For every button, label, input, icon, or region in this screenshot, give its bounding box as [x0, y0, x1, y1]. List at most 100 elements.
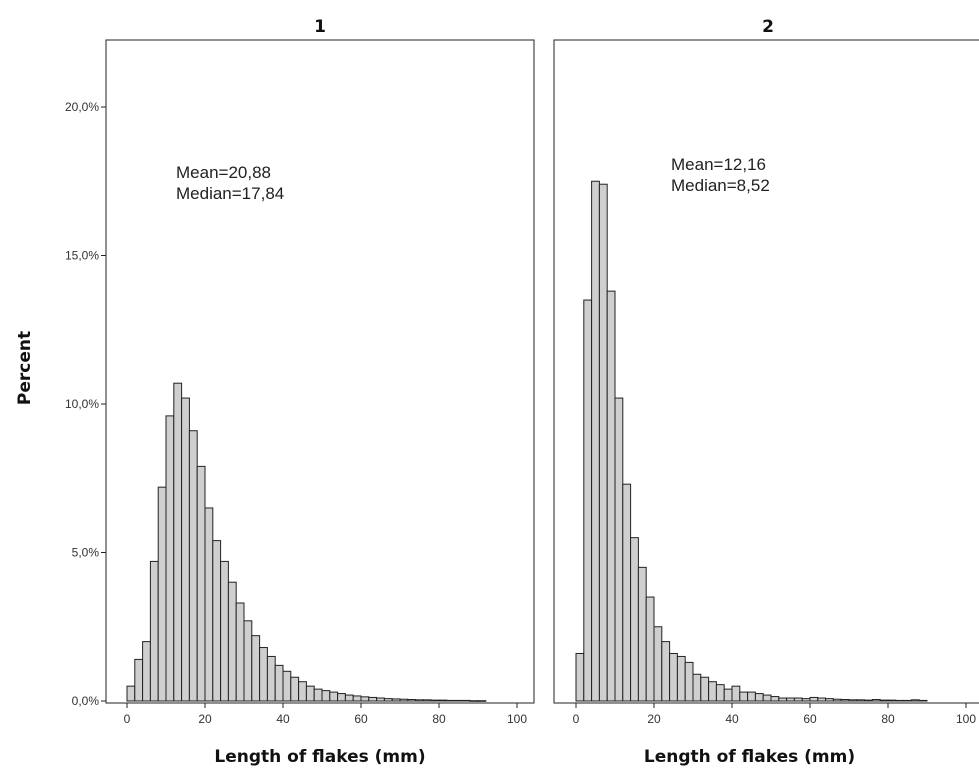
x-tick-label: 0 [124, 712, 131, 726]
histogram-bar [446, 699, 456, 702]
histogram-bar [344, 694, 354, 702]
x-axis-title: Length of flakes (mm) [214, 747, 425, 767]
histogram-bar [645, 596, 655, 702]
y-tick-label: 20,0% [65, 100, 99, 114]
histogram-bar [598, 183, 608, 702]
histogram-bar [274, 664, 284, 702]
histogram-bar [918, 699, 928, 702]
histogram-bar [669, 652, 678, 702]
histogram-bar [298, 681, 307, 702]
histogram-bar [832, 698, 842, 702]
histogram-bar [181, 397, 190, 702]
histogram-bar [887, 699, 897, 702]
histogram-panel-1: 1 0 20 40 60 80 100 Length of flakes (mm) Mean=2… [105, 17, 535, 767]
histogram-bar [630, 537, 639, 702]
histogram-bar [196, 465, 206, 702]
histogram-bar [477, 700, 487, 702]
median-annotation: Median=17,84 [176, 184, 284, 203]
histogram-bar [801, 698, 811, 702]
histogram-bar [368, 696, 378, 702]
histogram-bar [723, 688, 733, 702]
y-tick-label: 15,0% [65, 249, 99, 263]
histogram-bar [438, 699, 448, 702]
histogram-bar [430, 699, 440, 702]
histogram-bar [591, 180, 600, 702]
histogram-bar [848, 699, 858, 702]
histogram-bar [165, 415, 175, 702]
histogram-bar [126, 685, 136, 702]
y-tick-label: 0,0% [72, 694, 100, 708]
histogram-bar [622, 483, 632, 702]
x-tick-label: 0 [573, 712, 580, 726]
histogram-bar [266, 655, 276, 702]
histogram-bar [778, 697, 788, 702]
plot-frame [105, 39, 535, 704]
histogram-bar [856, 699, 866, 702]
histogram-bar [575, 652, 585, 702]
panel-title: 1 [314, 17, 326, 37]
histogram-bar [383, 698, 393, 702]
histogram-bar [259, 647, 268, 702]
x-tick-label: 80 [432, 712, 446, 726]
plot-frame [553, 39, 979, 704]
panel-title: 2 [762, 17, 774, 37]
histogram-bar [809, 696, 819, 702]
histogram-bar [910, 699, 920, 702]
histogram-bar [786, 697, 795, 702]
histogram-bar [391, 698, 401, 702]
histogram-bar [762, 694, 772, 702]
x-tick-label: 80 [881, 712, 895, 726]
histogram-bar [157, 486, 167, 702]
histogram-bar [376, 697, 385, 702]
histogram-bar [692, 673, 702, 702]
mean-annotation: Mean=20,88 [176, 163, 271, 182]
histogram-bar [399, 698, 409, 702]
histogram-bar [337, 693, 346, 702]
median-annotation: Median=8,52 [671, 176, 770, 195]
histogram-bar [864, 699, 873, 702]
x-tick-label: 20 [647, 712, 661, 726]
histogram-bar [614, 397, 624, 702]
x-tick-label: 40 [276, 712, 290, 726]
histogram-bar [415, 699, 424, 702]
histogram-bar [422, 699, 432, 702]
histogram-bar [212, 540, 222, 702]
histogram-bar [715, 684, 725, 702]
y-tick-label: 10,0% [65, 397, 99, 411]
histogram-bar [903, 699, 912, 702]
histogram-bar [407, 699, 417, 702]
x-axis-title: Length of flakes (mm) [644, 747, 855, 767]
histogram-bar [454, 699, 463, 702]
y-axis-title: Percent [15, 331, 35, 405]
histogram-bar [204, 507, 214, 702]
histogram-bar [227, 581, 237, 702]
mean-annotation: Mean=12,16 [671, 155, 766, 174]
x-tick-label: 20 [198, 712, 212, 726]
y-tick-label: 5,0% [72, 546, 100, 560]
histogram-bar [173, 382, 183, 702]
histogram-bar [149, 560, 159, 702]
x-tick-label: 60 [803, 712, 817, 726]
histogram-bar [879, 699, 889, 702]
histogram-bar [661, 641, 671, 702]
histogram-bar [352, 695, 362, 702]
histogram-bar [747, 691, 756, 702]
histogram-bar [708, 681, 717, 702]
histogram-bar [220, 560, 229, 702]
histogram-bar [684, 661, 694, 702]
x-tick-label: 100 [956, 712, 976, 726]
histogram-bar [637, 566, 647, 702]
histogram-bar [754, 693, 764, 702]
histogram-bar [235, 602, 245, 702]
histogram-bar [793, 697, 803, 702]
histogram-bar [653, 626, 663, 702]
histogram-bar [134, 658, 144, 702]
histogram-bar [840, 699, 850, 702]
x-tick-label: 100 [507, 712, 527, 726]
histogram-bar [583, 299, 593, 702]
histogram-bar [360, 696, 370, 702]
histogram-bar [321, 690, 331, 702]
